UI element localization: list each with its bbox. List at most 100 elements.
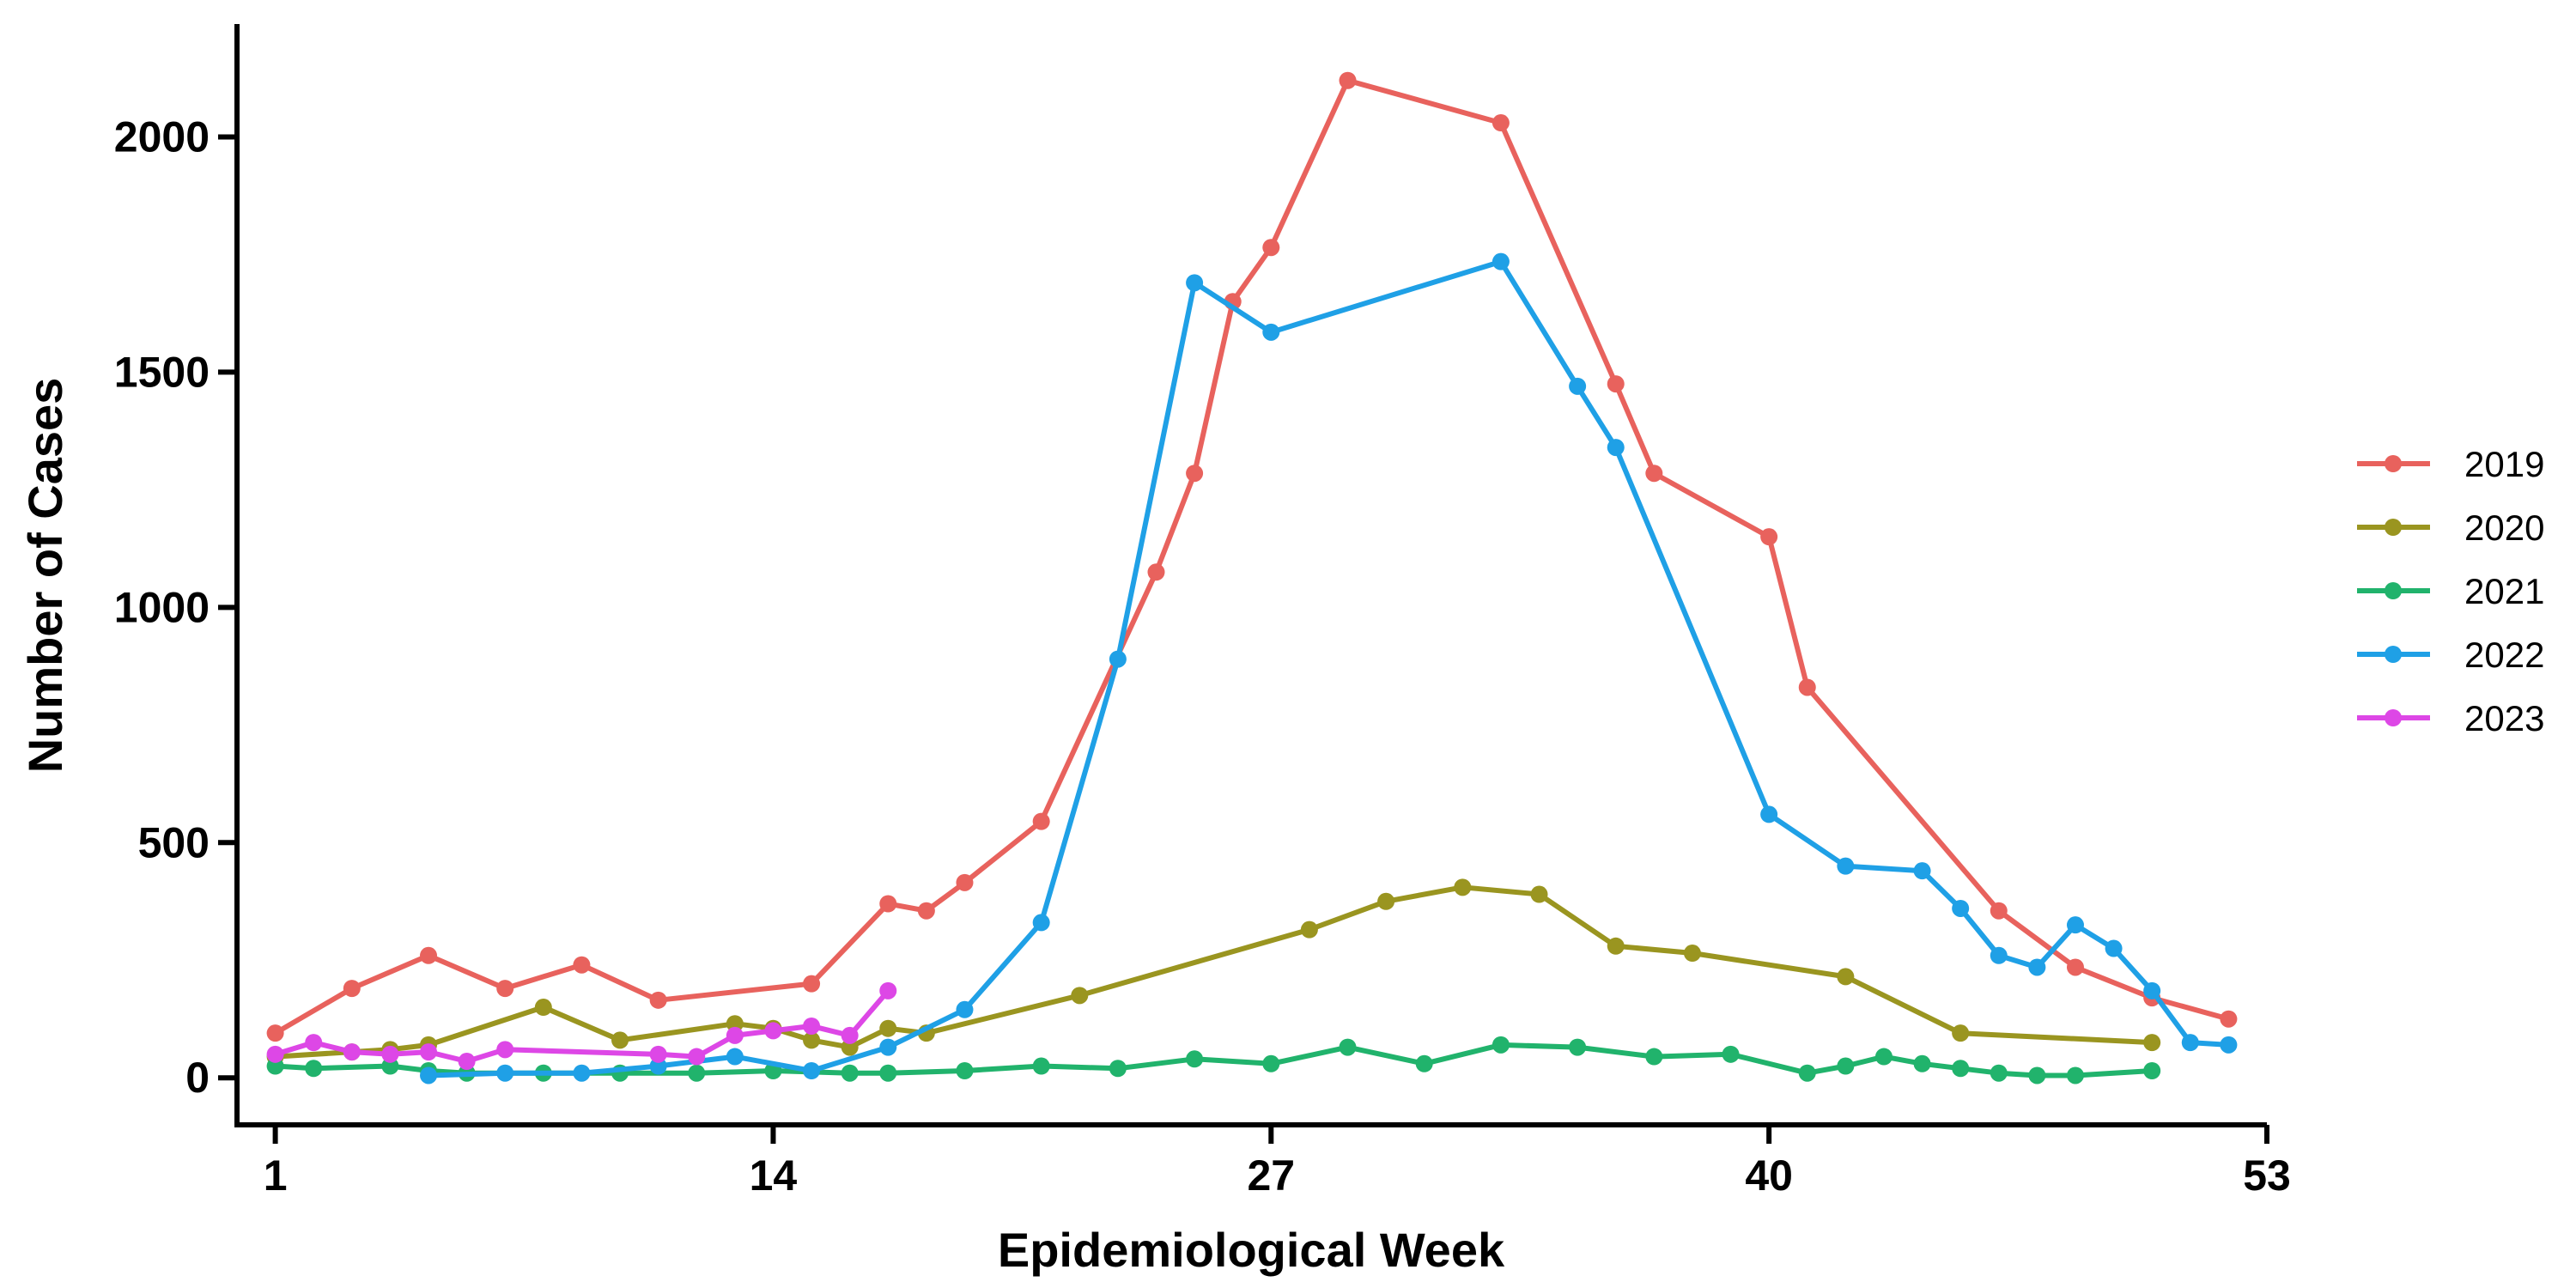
data-point-2019 <box>1990 902 2008 920</box>
data-point-2020 <box>841 1038 859 1056</box>
data-point-2023 <box>343 1043 361 1061</box>
data-point-2021 <box>305 1060 323 1078</box>
data-point-2022 <box>2220 1036 2238 1054</box>
data-point-2021 <box>1874 1048 1893 1066</box>
y-tick-label: 1000 <box>114 583 210 631</box>
series-2019 <box>266 71 2238 1042</box>
data-point-2022 <box>1913 862 1931 880</box>
data-point-2022 <box>1186 274 1204 292</box>
data-point-2019 <box>879 895 897 913</box>
data-point-2019 <box>1645 465 1663 483</box>
data-point-2020 <box>1454 878 1472 896</box>
x-tick-label: 14 <box>750 1151 798 1200</box>
data-point-2022 <box>1760 805 1778 823</box>
data-point-2021 <box>1492 1036 1510 1054</box>
data-point-2022 <box>1109 650 1127 668</box>
data-point-2023 <box>458 1053 476 1071</box>
plot-area <box>266 71 2238 1084</box>
data-point-2020 <box>1300 920 1318 939</box>
data-point-2022 <box>1032 914 1050 932</box>
data-point-2022 <box>1952 899 1970 917</box>
data-point-2021 <box>1645 1048 1663 1066</box>
data-point-2021 <box>1798 1064 1816 1082</box>
data-point-2023 <box>764 1022 782 1040</box>
data-point-2023 <box>305 1034 323 1052</box>
legend-item-2019: 2019 <box>2357 444 2544 484</box>
data-point-2022 <box>2105 939 2123 957</box>
data-point-2019 <box>420 946 438 964</box>
y-ticks: 0 500 1000 1500 2000 <box>114 112 237 1102</box>
x-tick-label: 1 <box>264 1151 288 1200</box>
data-point-2019 <box>803 975 821 993</box>
series-line-2019 <box>272 77 2232 1036</box>
data-point-2022 <box>1837 857 1855 875</box>
data-point-2022 <box>1569 377 1587 395</box>
data-point-2019 <box>1147 563 1165 581</box>
data-point-2019 <box>956 873 974 891</box>
data-point-2021 <box>1952 1060 1970 1078</box>
x-ticks: 1 14 27 40 53 <box>264 1125 2291 1200</box>
data-point-2022 <box>496 1064 514 1082</box>
data-point-2021 <box>956 1061 974 1079</box>
data-point-2021 <box>1569 1038 1587 1056</box>
y-tick-label: 0 <box>185 1054 210 1102</box>
data-point-2020 <box>1607 937 1625 955</box>
data-point-2020 <box>1071 987 1089 1005</box>
data-point-2019 <box>1032 812 1050 830</box>
data-point-2019 <box>1760 528 1778 546</box>
data-point-2023 <box>879 981 897 999</box>
data-point-2021 <box>266 1057 284 1075</box>
data-point-2019 <box>573 956 591 974</box>
legend-item-2022: 2022 <box>2357 635 2544 675</box>
data-point-2021 <box>879 1064 897 1082</box>
data-point-2021 <box>2143 1061 2161 1079</box>
data-point-2021 <box>1262 1054 1280 1072</box>
legend-swatch-point <box>2385 455 2402 472</box>
legend-label: 2022 <box>2464 635 2544 675</box>
legend-label: 2021 <box>2464 571 2544 611</box>
data-point-2023 <box>420 1043 438 1061</box>
data-point-2020 <box>1837 968 1855 986</box>
legend: 2019 2020 2021 2022 2023 <box>2357 444 2544 738</box>
data-point-2020 <box>726 1015 744 1033</box>
data-point-2021 <box>1415 1054 1433 1072</box>
data-point-2019 <box>1492 114 1510 132</box>
data-point-2022 <box>1262 323 1280 341</box>
data-point-2021 <box>2028 1066 2046 1084</box>
data-point-2023 <box>496 1041 514 1059</box>
data-point-2021 <box>1913 1054 1931 1072</box>
x-tick-label: 40 <box>1745 1151 1793 1200</box>
data-point-2019 <box>266 1024 284 1042</box>
data-point-2021 <box>1339 1038 1357 1056</box>
data-point-2019 <box>1339 71 1357 89</box>
data-point-2020 <box>534 999 552 1017</box>
data-point-2022 <box>2181 1034 2199 1052</box>
data-point-2019 <box>649 991 667 1009</box>
data-point-2022 <box>2143 981 2161 999</box>
legend-label: 2020 <box>2464 507 2544 548</box>
data-point-2021 <box>688 1064 706 1082</box>
data-point-2021 <box>381 1057 399 1075</box>
data-point-2019 <box>343 980 361 998</box>
legend-swatch-point <box>2385 519 2402 536</box>
legend-swatch-point <box>2385 582 2402 599</box>
data-point-2021 <box>1032 1057 1050 1075</box>
legend-item-2020: 2020 <box>2357 507 2544 548</box>
series-line-2022 <box>426 258 2232 1078</box>
data-point-2021 <box>1722 1045 1740 1063</box>
data-point-2019 <box>1607 375 1625 393</box>
data-point-2020 <box>2143 1034 2161 1052</box>
data-point-2020 <box>1952 1024 1970 1042</box>
data-point-2022 <box>956 1000 974 1018</box>
series-2023 <box>266 981 897 1071</box>
data-point-2021 <box>1990 1064 2008 1082</box>
data-point-2021 <box>1109 1060 1127 1078</box>
data-point-2023 <box>381 1045 399 1063</box>
data-point-2021 <box>1186 1050 1204 1068</box>
x-axis-title: Epidemiological Week <box>998 1223 1505 1277</box>
data-point-2019 <box>917 902 935 920</box>
data-point-2022 <box>649 1057 667 1075</box>
legend-label: 2019 <box>2464 444 2544 484</box>
data-point-2022 <box>726 1048 744 1066</box>
data-point-2022 <box>1492 252 1510 270</box>
